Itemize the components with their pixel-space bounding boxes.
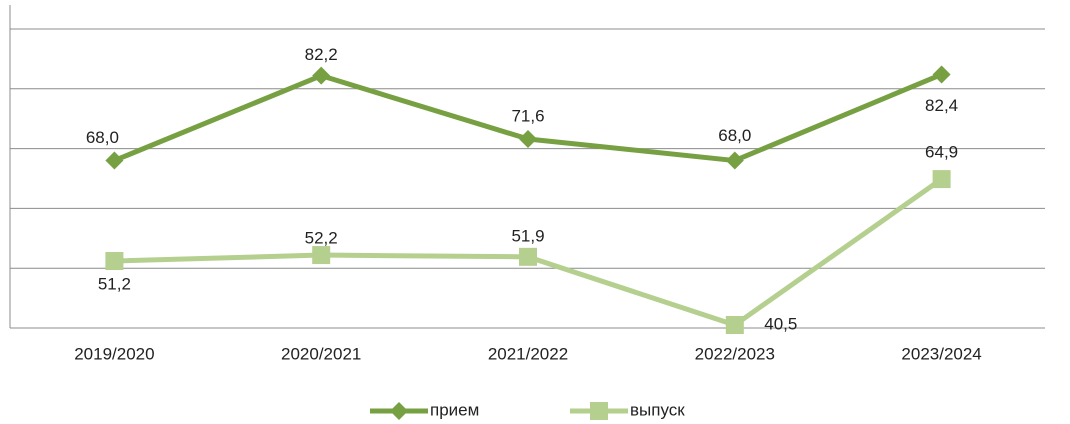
data-label: 51,9 [511, 226, 544, 245]
point-marker [519, 130, 537, 149]
data-label: 68,0 [86, 128, 119, 147]
x-tick-label: 2019/2020 [74, 344, 154, 363]
legend-marker [390, 402, 408, 420]
point-marker [519, 247, 537, 266]
data-label: 52,2 [305, 229, 338, 248]
point-marker [312, 246, 331, 265]
data-label: 82,4 [925, 96, 958, 115]
x-tick-label: 2020/2021 [281, 344, 361, 363]
x-tick-label: 2022/2023 [695, 344, 775, 363]
point-marker [725, 151, 744, 170]
legend-label: выпуск [630, 400, 685, 419]
data-label: 82,2 [305, 45, 338, 64]
legend-label: прием [430, 400, 479, 419]
x-tick-label: 2021/2022 [488, 344, 568, 363]
x-tick-label: 2023/2024 [901, 344, 981, 363]
point-marker [312, 66, 331, 85]
point-marker [725, 316, 744, 335]
data-label: 64,9 [925, 143, 958, 162]
point-marker [932, 65, 951, 84]
point-marker [105, 151, 124, 170]
data-label: 71,6 [511, 107, 544, 126]
data-label: 51,2 [98, 275, 131, 294]
point-marker [932, 170, 951, 189]
legend-marker [590, 402, 608, 420]
point-marker [105, 252, 124, 271]
data-label: 40,5 [764, 314, 797, 333]
data-label: 68,0 [718, 126, 751, 145]
